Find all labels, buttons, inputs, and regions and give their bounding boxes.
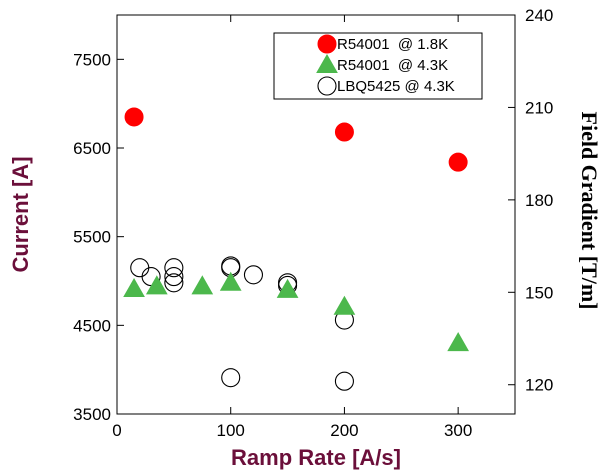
data-point [130, 258, 150, 278]
y-tick-label: 4500 [73, 316, 111, 335]
data-points [123, 107, 470, 391]
data-point [448, 152, 468, 172]
data-point [164, 273, 184, 293]
data-point [145, 275, 168, 295]
data-point [243, 265, 264, 285]
data-point [333, 295, 356, 315]
legend-entry-label: LBQ5425 @ 4.3K [337, 78, 455, 95]
y-tick-label: 6500 [73, 139, 111, 158]
y-tick-label: 3500 [73, 405, 111, 424]
y2-tick-label: 150 [525, 283, 553, 302]
legend-entry-label: R54001 @ 4.3K [337, 57, 448, 74]
legend-marker [317, 76, 337, 96]
legend-marker [317, 34, 337, 54]
data-point [164, 258, 184, 278]
data-point [447, 332, 470, 352]
legend-marker [316, 53, 338, 73]
legend: R54001 @ 1.8K R54001 @ 4.3K LBQ5425 @ 4.3K [273, 32, 483, 100]
data-point [276, 278, 299, 298]
data-point [219, 271, 242, 291]
plot-frame [116, 14, 516, 415]
legend-box [273, 32, 483, 100]
y2-tick-label: 180 [525, 191, 553, 210]
x-tick-label: 100 [217, 421, 245, 440]
x-tick-label: 0 [112, 421, 121, 440]
y-tick-label: 5500 [73, 228, 111, 247]
y-axis-title: Current [A] [8, 156, 33, 272]
data-point [164, 267, 184, 287]
data-point [334, 371, 354, 391]
data-point [191, 275, 214, 295]
data-point [334, 122, 354, 142]
x-axis-title: Ramp Rate [A/s] [231, 445, 401, 470]
data-point [123, 277, 145, 297]
y2-tick-label: 210 [525, 98, 553, 117]
y2-axis-title: Field Gradient [T/m] [577, 112, 598, 310]
y-tick-label: 7500 [73, 50, 111, 69]
y2-tick-label: 240 [525, 6, 553, 25]
x-tick-label: 300 [444, 421, 472, 440]
legend-entry-label: R54001 @ 1.8K [337, 36, 448, 53]
data-point [124, 107, 144, 127]
tick-labels: 0 100 200 300 3500 4500 5500 6500 7500 120 150 180 2… [73, 6, 553, 440]
x-tick-label: 200 [330, 421, 358, 440]
data-point [221, 368, 241, 388]
y2-tick-label: 120 [525, 376, 553, 395]
